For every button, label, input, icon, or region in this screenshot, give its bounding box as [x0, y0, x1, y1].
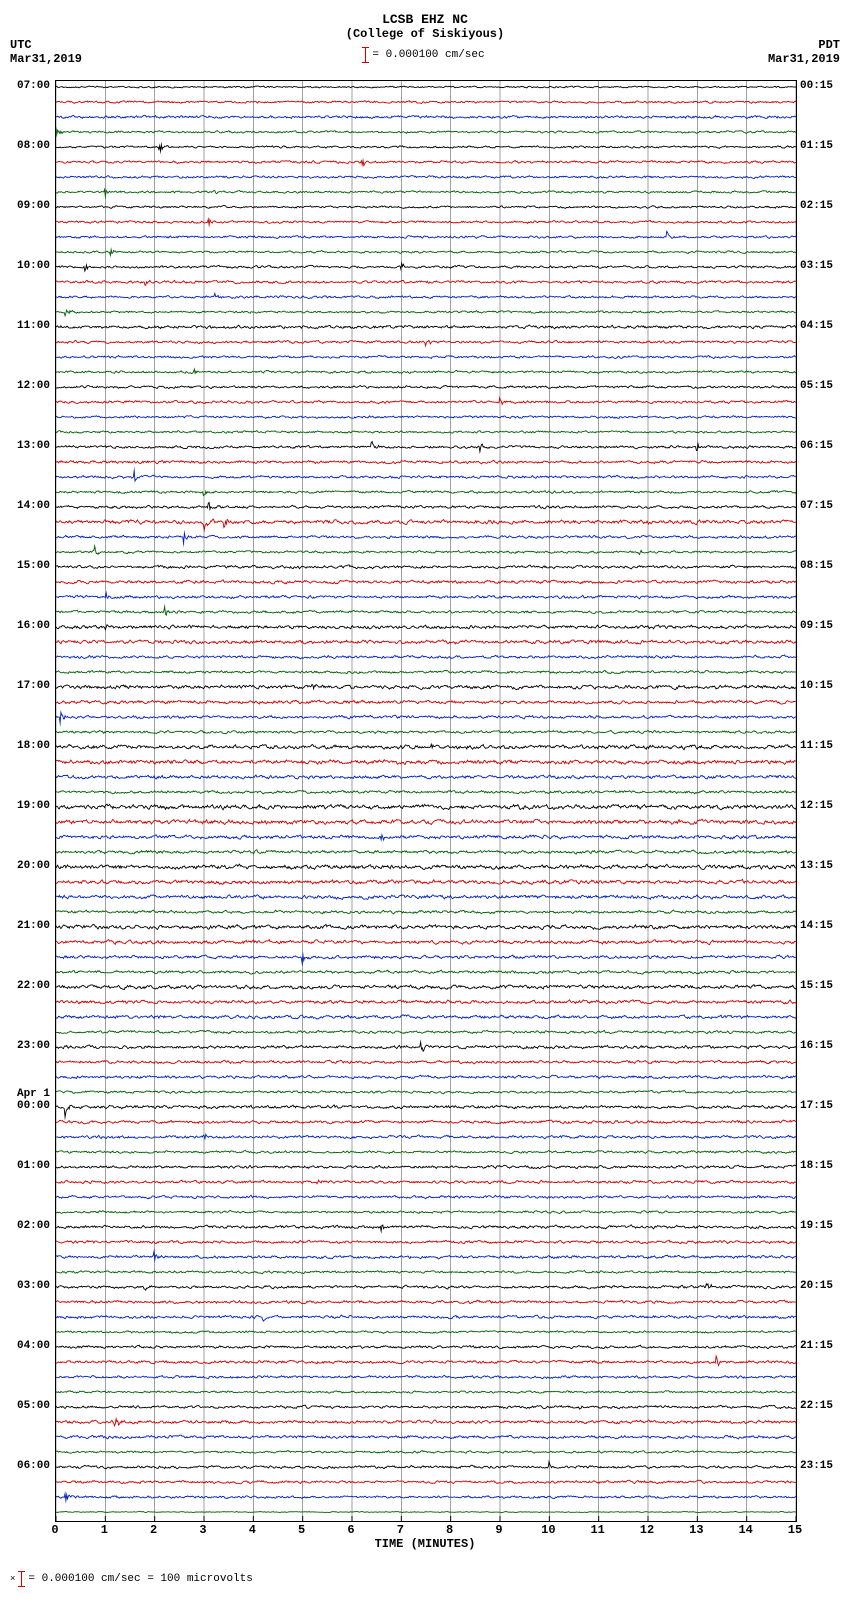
tz-right-label: PDT: [768, 38, 840, 52]
x-tick-label: 6: [347, 1523, 354, 1537]
x-tick-label: 9: [495, 1523, 502, 1537]
seismogram-container: UTC Mar31,2019 PDT Mar31,2019 LCSB EHZ N…: [10, 10, 840, 1587]
time-label: 08:00: [17, 141, 50, 152]
time-label: 08:15: [800, 561, 833, 572]
time-label: Apr 1: [17, 1089, 50, 1100]
time-label: 09:15: [800, 621, 833, 632]
plot-wrap: 07:0008:0009:0010:0011:0012:0013:0014:00…: [55, 80, 795, 1522]
time-label: 12:15: [800, 801, 833, 812]
time-label: 20:00: [17, 861, 50, 872]
time-label: 14:15: [800, 921, 833, 932]
time-label: 19:00: [17, 801, 50, 812]
seismogram-plot: [55, 80, 797, 1522]
x-axis-title: TIME (MINUTES): [55, 1537, 795, 1551]
time-label: 02:00: [17, 1221, 50, 1232]
footer: × = 0.000100 cm/sec = 100 microvolts: [10, 1571, 840, 1587]
x-tick-label: 3: [199, 1523, 206, 1537]
time-label: 11:00: [17, 321, 50, 332]
time-label: 01:15: [800, 141, 833, 152]
x-tick-label: 13: [689, 1523, 703, 1537]
footer-text: = 0.000100 cm/sec = 100 microvolts: [28, 1573, 252, 1585]
x-tick-label: 2: [150, 1523, 157, 1537]
time-label: 17:00: [17, 681, 50, 692]
tz-left-label: UTC: [10, 38, 82, 52]
scale-bar-icon: [365, 47, 366, 63]
time-label: 07:15: [800, 501, 833, 512]
time-label: 18:00: [17, 741, 50, 752]
scale-bar-icon: [21, 1571, 22, 1587]
scale-legend: = 0.000100 cm/sec: [365, 47, 484, 63]
scale-text: = 0.000100 cm/sec: [372, 49, 484, 61]
time-label: 05:00: [17, 1401, 50, 1412]
tz-right-date: Mar31,2019: [768, 52, 840, 66]
time-label: 03:15: [800, 261, 833, 272]
time-label: 15:15: [800, 981, 833, 992]
x-tick-labels: 0123456789101112131415: [55, 1521, 795, 1535]
time-label: 09:00: [17, 201, 50, 212]
x-tick-label: 0: [51, 1523, 58, 1537]
time-label: 16:00: [17, 621, 50, 632]
x-tick-label: 15: [788, 1523, 802, 1537]
tz-left-date: Mar31,2019: [10, 52, 82, 66]
tz-right: PDT Mar31,2019: [768, 38, 840, 66]
time-label: 13:15: [800, 861, 833, 872]
station-subtitle: (College of Siskiyous): [10, 27, 840, 41]
station-title: LCSB EHZ NC: [10, 10, 840, 27]
x-tick-label: 7: [397, 1523, 404, 1537]
x-tick-label: 1: [101, 1523, 108, 1537]
time-label: 22:00: [17, 981, 50, 992]
time-label: 21:00: [17, 921, 50, 932]
time-label: 05:15: [800, 381, 833, 392]
time-label: 16:15: [800, 1041, 833, 1052]
time-label: 04:15: [800, 321, 833, 332]
time-label: 00:15: [800, 81, 833, 92]
time-label: 12:00: [17, 381, 50, 392]
time-label: 22:15: [800, 1401, 833, 1412]
time-label: 14:00: [17, 501, 50, 512]
x-tick-label: 11: [590, 1523, 604, 1537]
x-axis: 0123456789101112131415 TIME (MINUTES): [55, 1521, 795, 1551]
x-tick-label: 4: [249, 1523, 256, 1537]
time-label: 21:15: [800, 1341, 833, 1352]
time-label: 06:15: [800, 441, 833, 452]
time-label: 04:00: [17, 1341, 50, 1352]
time-label: 03:00: [17, 1281, 50, 1292]
x-tick-label: 5: [298, 1523, 305, 1537]
time-label: 20:15: [800, 1281, 833, 1292]
x-tick-label: 10: [541, 1523, 555, 1537]
time-label: 23:15: [800, 1461, 833, 1472]
time-label: 23:00: [17, 1041, 50, 1052]
x-tick-label: 12: [640, 1523, 654, 1537]
time-label: 10:00: [17, 261, 50, 272]
time-label: 01:00: [17, 1161, 50, 1172]
header: UTC Mar31,2019 PDT Mar31,2019 LCSB EHZ N…: [10, 10, 840, 80]
time-label: 13:00: [17, 441, 50, 452]
time-label: 07:00: [17, 81, 50, 92]
time-label: 17:15: [800, 1101, 833, 1112]
x-tick-label: 8: [446, 1523, 453, 1537]
time-label: 19:15: [800, 1221, 833, 1232]
tz-left: UTC Mar31,2019: [10, 38, 82, 66]
time-label: 10:15: [800, 681, 833, 692]
time-label: 15:00: [17, 561, 50, 572]
x-tick-label: 14: [738, 1523, 752, 1537]
time-label: 00:00: [17, 1101, 50, 1112]
time-label: 06:00: [17, 1461, 50, 1472]
time-label: 18:15: [800, 1161, 833, 1172]
time-label: 11:15: [800, 741, 833, 752]
time-label: 02:15: [800, 201, 833, 212]
